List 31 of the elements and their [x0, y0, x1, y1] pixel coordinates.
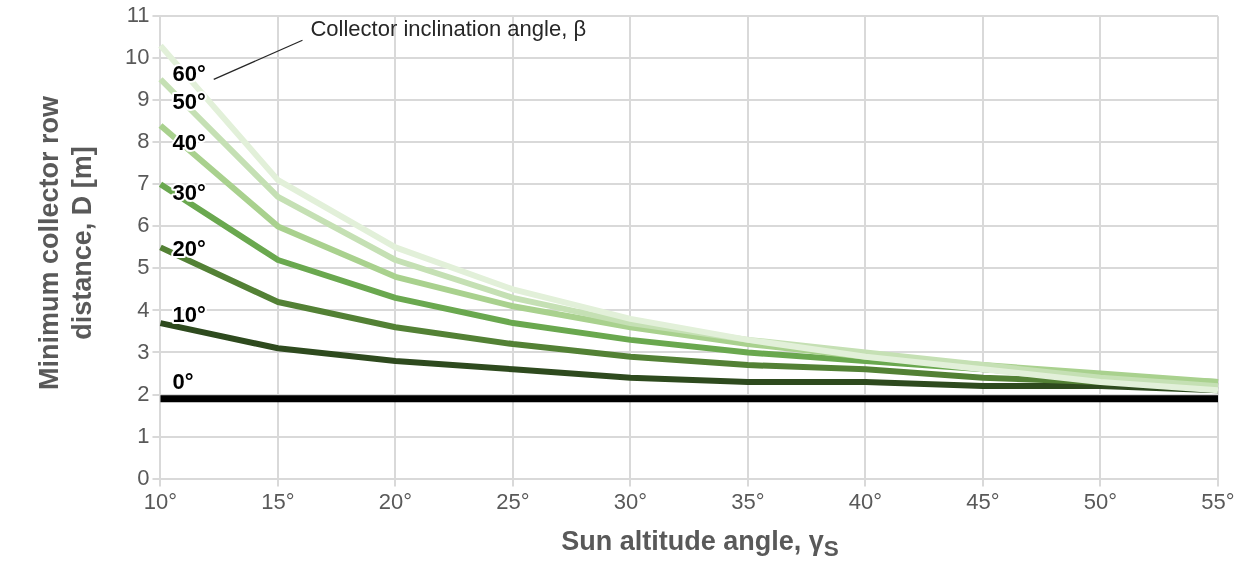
x-tick-label: 40°: [848, 488, 883, 514]
series-label: 40°: [172, 129, 206, 155]
y-tick-label: 8: [137, 128, 150, 154]
x-tick-label: 25°: [496, 488, 530, 514]
y-tick-label: 0: [137, 464, 150, 490]
y-tick-label: 3: [137, 338, 150, 364]
annotation: Collector inclination angle, β: [310, 16, 587, 42]
y-tick-label: 5: [137, 254, 150, 280]
x-tick-label: 55°: [1201, 488, 1235, 514]
series-label: 60°: [172, 61, 206, 87]
y-axis-title: Minimum collector row distance, D [m]: [33, 95, 98, 393]
y-tick-label: 11: [126, 2, 150, 28]
y-tick-label: 6: [137, 212, 150, 238]
series-label: 50°: [172, 89, 206, 115]
x-tick-label: 20°: [378, 488, 413, 514]
series-label: 20°: [172, 236, 206, 262]
y-tick-label: 7: [137, 170, 150, 196]
series-label: 0°: [172, 368, 194, 394]
y-tick-label: 1: [137, 422, 150, 448]
x-tick-label: 10°: [143, 488, 178, 514]
y-tick-label: 10: [124, 44, 150, 70]
y-tick-label: 9: [137, 86, 150, 112]
y-tick-label: 2: [137, 380, 150, 406]
x-tick-label: 50°: [1083, 488, 1118, 514]
series-label: 10°: [172, 301, 206, 327]
x-tick-label: 30°: [613, 488, 648, 514]
x-tick-label: 15°: [261, 488, 295, 514]
x-axis-title: Sun altitude angle, γ$_{S}$: [560, 526, 840, 563]
x-tick-label: 35°: [731, 488, 765, 514]
y-tick-label: 4: [137, 296, 150, 322]
x-tick-label: 45°: [966, 488, 1000, 514]
